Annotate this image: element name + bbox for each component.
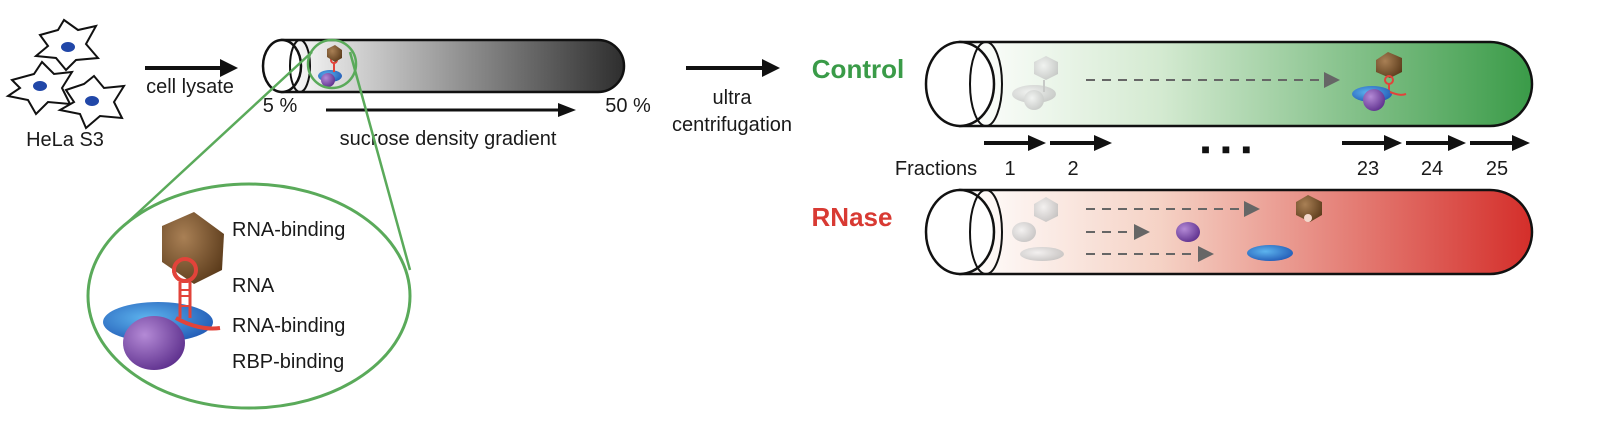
control-ghost-complex-icon: [1012, 56, 1058, 110]
centrifugation-line1: ultra: [713, 87, 753, 109]
legend-rna-binding-brown: RNA-binding: [232, 219, 345, 241]
zoom-line-left: [127, 51, 313, 223]
fraction-number: 24: [1421, 158, 1443, 180]
gradient-label: sucrose density gradient: [340, 128, 557, 150]
legend-rna-binding-blue: RNA-binding: [232, 315, 345, 337]
rnase-label: RNase: [812, 202, 893, 232]
fraction-arrows: [984, 135, 1530, 151]
zoom-circle: [306, 38, 358, 90]
rnase-ghost-components-icon: [1012, 197, 1064, 261]
legend-rbp-binding: RBP-binding: [232, 351, 344, 373]
hela-cells-icon: [5, 18, 126, 130]
control-tube: [924, 40, 1534, 128]
fraction-number: 2: [1067, 158, 1078, 180]
gradient-tube: [261, 38, 626, 94]
fractions-label: Fractions: [895, 158, 977, 180]
centrifugation-arrow: [686, 59, 780, 77]
gradient-low-label: 5 %: [263, 95, 298, 117]
legend-rna: RNA: [232, 275, 275, 297]
fraction-number: 23: [1357, 158, 1379, 180]
rnase-components-icon: [1176, 195, 1322, 261]
fraction-number: 1: [1004, 158, 1015, 180]
fraction-number: 25: [1486, 158, 1508, 180]
gradient-high-label: 50 %: [605, 95, 651, 117]
control-complex-icon: [1352, 52, 1407, 111]
lysate-arrow: [145, 59, 238, 77]
fraction-ellipsis: ■ ■ ■: [1201, 141, 1254, 157]
lysate-label: cell lysate: [146, 76, 234, 98]
rbp-complex-icon: [103, 212, 224, 370]
control-label: Control: [812, 54, 904, 84]
zoom-line-right: [348, 51, 412, 271]
hela-label: HeLa S3: [26, 129, 104, 151]
centrifugation-line2: centrifugation: [672, 114, 792, 136]
gradient-complex-icon: [318, 45, 342, 87]
